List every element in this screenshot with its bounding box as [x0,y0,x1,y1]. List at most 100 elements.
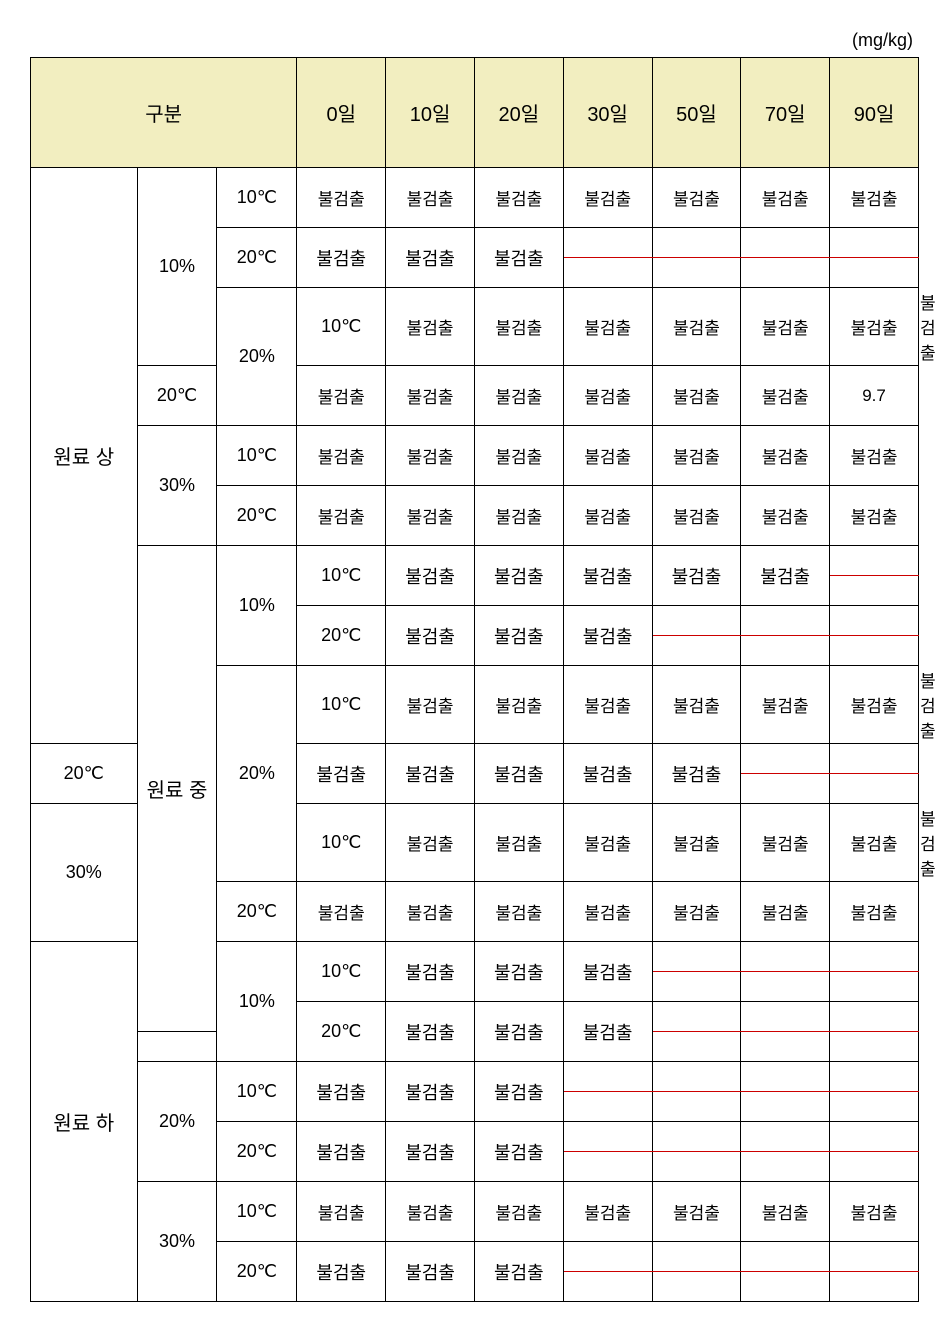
empty-cell [741,1062,830,1092]
temp-cell: 20℃ [217,882,297,942]
value-cell: 불검출 [474,168,563,228]
value-cell: 불검출 [297,1182,386,1242]
value-cell: 불검출 [386,666,475,744]
value-cell: 불검출 [297,228,386,288]
empty-cell [830,1062,919,1092]
value-cell: 불검출 [474,366,563,426]
table-body: 원료 상10%10℃불검출불검출불검출불검출불검출불검출불검출20℃불검출불검출… [31,168,919,1302]
value-cell: 불검출 [386,606,475,666]
value-cell: 불검출 [474,666,563,744]
value-cell: 불검출 [830,1182,919,1242]
value-cell: 불검출 [386,1062,475,1122]
value-cell: 불검출 [474,228,563,288]
value-cell: 불검출 [741,288,830,366]
value-cell: 불검출 [474,1122,563,1182]
value-cell: 불검출 [741,804,830,882]
percent-cell: 30% [137,426,217,546]
table-head: 구분 0일 10일 20일 30일 50일 70일 90일 [31,58,919,168]
value-cell: 불검출 [652,1182,741,1242]
value-cell: 불검출 [652,804,741,882]
table-row: 원료 상10%10℃불검출불검출불검출불검출불검출불검출불검출 [31,168,919,228]
value-cell: 불검출 [386,426,475,486]
temp-cell: 10℃ [297,942,386,1002]
value-cell: 불검출 [652,666,741,744]
empty-cell [830,972,919,1002]
empty-cell [652,1242,741,1272]
value-cell: 불검출 [830,882,919,942]
value-cell: 불검출 [474,1062,563,1122]
value-cell: 불검출 [474,882,563,942]
value-cell: 불검출 [563,546,652,606]
value-cell: 불검출 [474,744,563,804]
value-cell: 불검출 [741,1182,830,1242]
percent-cell: 20% [217,666,297,882]
empty-cell [741,942,830,972]
percent-cell: 10% [137,168,217,366]
value-cell: 불검출 [652,744,741,804]
value-cell: 불검출 [652,546,741,606]
value-cell: 불검출 [386,1002,475,1062]
value-cell: 불검출 [297,1062,386,1122]
value-cell: 불검출 [474,546,563,606]
value-cell: 불검출 [474,486,563,546]
empty-cell [830,1242,919,1272]
temp-cell: 20℃ [217,1122,297,1182]
empty-cell [830,774,919,804]
empty-cell [830,1032,919,1062]
value-cell: 불검출 [474,1002,563,1062]
empty-cell [563,1092,652,1122]
value-cell: 불검출 [297,486,386,546]
header-category: 구분 [31,58,297,168]
value-cell: 불검출 [474,426,563,486]
value-cell: 불검출 [474,1182,563,1242]
empty-cell [652,258,741,288]
header-day-4: 50일 [652,58,741,168]
value-cell: 불검출 [474,606,563,666]
value-cell: 불검출 [563,942,652,1002]
empty-cell [741,1122,830,1152]
temp-cell: 10℃ [217,426,297,486]
empty-cell [830,744,919,774]
group-cell: 원료 상 [31,168,138,744]
empty-cell [741,774,830,804]
empty-cell [652,1122,741,1152]
empty-cell [652,636,741,666]
empty-cell [741,744,830,774]
value-cell: 불검출 [297,744,386,804]
temp-cell: 10℃ [217,1182,297,1242]
value-cell: 불검출 [830,168,919,228]
empty-cell [652,1272,741,1302]
empty-cell [830,1272,919,1302]
empty-cell [830,228,919,258]
percent-cell: 30% [31,804,138,942]
percent-cell: 20% [217,288,297,426]
value-cell: 불검출 [741,666,830,744]
temp-cell: 20℃ [297,606,386,666]
value-cell: 불검출 [563,288,652,366]
empty-cell [830,576,919,606]
empty-cell [741,606,830,636]
group-cell: 원료 중 [137,546,217,1032]
value-cell: 불검출 [830,288,919,366]
temp-cell: 20℃ [217,228,297,288]
table-row: 30%10℃불검출불검출불검출불검출불검출불검출불검출 [31,426,919,486]
empty-cell [741,228,830,258]
percent-cell: 10% [217,942,297,1062]
empty-cell [741,636,830,666]
value-cell: 불검출 [297,882,386,942]
value-cell: 불검출 [386,1182,475,1242]
table-row: 20℃불검출불검출불검출불검출불검출불검출9.7 [31,366,919,426]
empty-cell [830,942,919,972]
value-cell: 불검출 [741,168,830,228]
temp-cell: 10℃ [217,168,297,228]
value-cell: 불검출 [563,606,652,666]
header-day-5: 70일 [741,58,830,168]
header-day-3: 30일 [563,58,652,168]
value-cell: 불검출 [563,426,652,486]
value-cell: 불검출 [652,288,741,366]
value-cell: 불검출 [652,366,741,426]
empty-cell [830,1002,919,1032]
temp-cell: 10℃ [297,546,386,606]
value-cell: 불검출 [830,426,919,486]
header-day-6: 90일 [830,58,919,168]
